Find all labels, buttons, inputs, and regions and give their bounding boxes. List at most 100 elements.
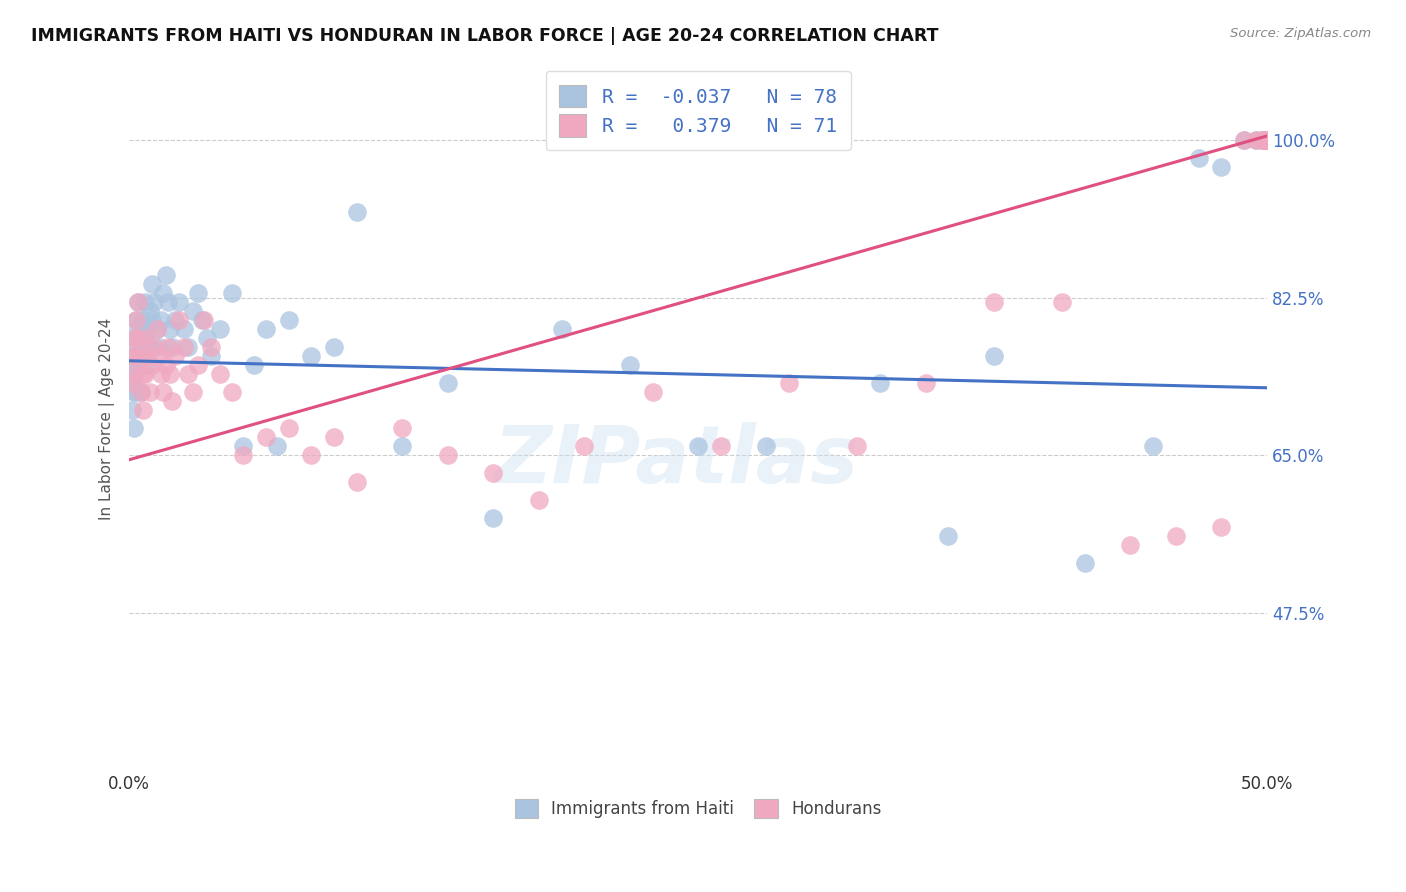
Point: [1256, 133, 1278, 147]
Point: [152, 385, 174, 400]
Point: [186, 286, 208, 301]
Point: [177, 340, 200, 354]
Point: [1233, 133, 1256, 147]
Point: [686, 439, 709, 453]
Point: [1256, 133, 1278, 147]
Point: [125, 313, 148, 327]
Point: [162, 394, 184, 409]
Point: [173, 322, 195, 336]
Point: [150, 368, 173, 382]
Point: [152, 286, 174, 301]
Point: [710, 439, 733, 453]
Point: [138, 304, 160, 318]
Point: [122, 421, 145, 435]
Point: [155, 359, 177, 373]
Point: [127, 322, 149, 336]
Point: [121, 359, 143, 373]
Point: [125, 385, 148, 400]
Point: [482, 467, 505, 481]
Point: [482, 511, 505, 525]
Point: [134, 331, 156, 345]
Point: [159, 368, 181, 382]
Point: [122, 349, 145, 363]
Point: [1119, 538, 1142, 552]
Point: [148, 349, 170, 363]
Point: [177, 368, 200, 382]
Point: [141, 277, 163, 292]
Point: [1256, 133, 1278, 147]
Point: [869, 376, 891, 391]
Point: [129, 385, 152, 400]
Point: [1253, 133, 1275, 147]
Point: [299, 448, 322, 462]
Text: IMMIGRANTS FROM HAITI VS HONDURAN IN LABOR FORCE | AGE 20-24 CORRELATION CHART: IMMIGRANTS FROM HAITI VS HONDURAN IN LAB…: [31, 27, 938, 45]
Legend: Immigrants from Haiti, Hondurans: Immigrants from Haiti, Hondurans: [508, 792, 889, 825]
Point: [163, 313, 186, 327]
Point: [938, 529, 960, 543]
Point: [1254, 133, 1277, 147]
Point: [129, 331, 152, 345]
Y-axis label: In Labor Force | Age 20-24: In Labor Force | Age 20-24: [100, 318, 115, 520]
Point: [121, 349, 143, 363]
Point: [983, 349, 1005, 363]
Point: [121, 340, 143, 354]
Point: [1244, 133, 1267, 147]
Point: [846, 439, 869, 453]
Point: [127, 295, 149, 310]
Point: [436, 376, 458, 391]
Point: [122, 368, 145, 382]
Point: [162, 340, 184, 354]
Point: [1256, 133, 1278, 147]
Point: [1256, 133, 1278, 147]
Point: [221, 286, 243, 301]
Point: [914, 376, 936, 391]
Point: [209, 322, 232, 336]
Point: [323, 340, 346, 354]
Point: [132, 403, 155, 417]
Point: [136, 349, 159, 363]
Point: [209, 368, 232, 382]
Point: [1050, 295, 1073, 310]
Point: [143, 340, 166, 354]
Point: [156, 295, 179, 310]
Point: [181, 385, 204, 400]
Point: [527, 493, 550, 508]
Point: [125, 349, 148, 363]
Point: [159, 322, 181, 336]
Point: [156, 340, 179, 354]
Point: [778, 376, 800, 391]
Point: [1256, 133, 1278, 147]
Point: [1254, 133, 1277, 147]
Point: [125, 331, 148, 345]
Point: [138, 385, 160, 400]
Point: [1244, 133, 1267, 147]
Point: [200, 349, 222, 363]
Point: [641, 385, 664, 400]
Point: [254, 430, 277, 444]
Point: [1188, 152, 1211, 166]
Point: [391, 421, 413, 435]
Point: [125, 359, 148, 373]
Point: [150, 313, 173, 327]
Point: [436, 448, 458, 462]
Point: [232, 448, 254, 462]
Point: [122, 385, 145, 400]
Point: [1251, 133, 1274, 147]
Point: [1211, 161, 1233, 175]
Point: [169, 295, 191, 310]
Point: [141, 359, 163, 373]
Point: [1142, 439, 1164, 453]
Point: [145, 322, 167, 336]
Point: [127, 295, 149, 310]
Point: [122, 368, 145, 382]
Point: [129, 385, 152, 400]
Point: [191, 313, 214, 327]
Point: [391, 439, 413, 453]
Point: [277, 421, 299, 435]
Point: [200, 340, 222, 354]
Point: [550, 322, 572, 336]
Point: [243, 359, 266, 373]
Point: [132, 349, 155, 363]
Point: [1164, 529, 1187, 543]
Point: [143, 295, 166, 310]
